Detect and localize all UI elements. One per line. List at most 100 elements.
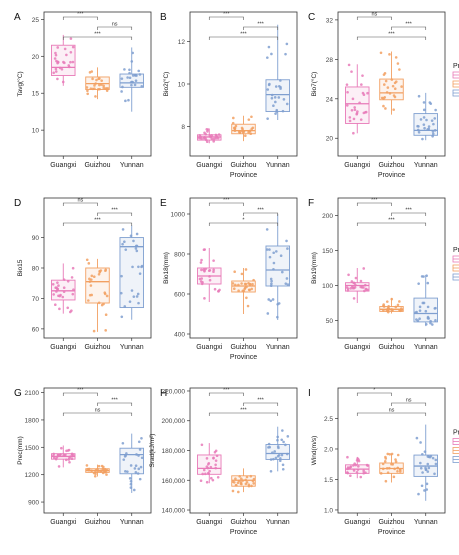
data-point [386,471,390,474]
significance-label: *** [388,32,395,38]
panel-E: E 400 600 800 1000 Bio18(mm) Guangxi Guizhou Yun… [160,198,298,361]
data-point [394,56,398,59]
data-point [207,462,210,466]
legend-title: Province [453,63,459,70]
y-tick-label: 2.5 [324,416,333,423]
data-point [134,470,138,474]
data-point [417,130,421,134]
y-tick-label: 900 [28,500,39,507]
significance-label: *** [371,198,378,204]
data-point [252,278,255,282]
y-tick-label: 20 [326,136,334,143]
significance-label: *** [257,208,264,214]
y-tick-label: 600 [174,292,185,299]
data-point [232,116,235,120]
data-point [91,77,94,81]
data-point [347,273,350,277]
data-point [136,472,140,475]
data-point [55,456,59,459]
data-point [415,318,418,321]
x-tick-label: Yunnan [414,162,438,169]
data-point [385,467,389,470]
data-point [352,281,356,285]
significance-bracket [62,392,98,396]
panel-letter: I [308,388,311,399]
significance-bracket [356,16,392,20]
y-tick-label: 90 [32,235,40,242]
y-axis-label: Srad(kJ/m²) [149,434,156,468]
data-point [382,309,385,312]
data-point [208,269,212,272]
data-point [124,470,127,473]
data-point [238,479,241,483]
data-point [279,457,282,460]
data-point [128,477,132,480]
data-point [70,457,74,461]
data-point [245,296,248,300]
data-point [266,312,270,315]
data-point [135,232,139,236]
data-point [384,455,387,459]
data-point [274,85,278,88]
panel-C: C 20 24 28 32 Bio7(°C) Guangxi Guizhou Yunnan Pro… [308,12,459,179]
data-point [93,474,97,478]
data-point [202,248,206,252]
data-point [86,89,89,93]
data-point [415,310,418,314]
data-point [282,98,286,101]
data-point [137,454,140,457]
data-point [87,467,91,471]
data-point [132,295,136,298]
data-point [392,108,395,111]
data-point [231,489,235,493]
data-point [428,455,432,459]
data-point [86,92,89,96]
data-point [425,482,429,486]
data-point [53,57,57,60]
data-point [62,290,66,294]
data-point [382,305,386,308]
data-point [135,295,139,298]
data-point [105,473,108,476]
significance-label: ns [371,12,377,18]
significance-bracket [208,222,279,226]
data-point [57,465,61,468]
significance-bracket [391,402,427,406]
panel-letter: A [14,12,21,23]
panel-G: G 900 1200 1500 1800 2100 Prec(mm) Guangxi Guizh… [14,388,152,526]
data-point [348,119,352,123]
x-tick-label: Yunnan [414,344,438,351]
data-point [392,475,396,479]
data-point [429,102,433,105]
box-guangxi [345,282,370,292]
data-point [285,102,289,106]
data-point [419,461,422,465]
data-point [58,307,61,311]
data-point [396,303,400,307]
data-point [204,132,208,136]
data-point [60,446,63,450]
data-point [140,437,143,440]
data-point [252,477,256,481]
data-point [120,274,123,278]
significance-label: ns [77,198,83,204]
data-point [135,453,138,456]
x-tick-label: Yunnan [266,519,290,526]
data-point [422,275,425,278]
data-point [58,66,62,70]
significance-bracket [62,412,133,416]
data-point [279,87,282,90]
data-point [424,322,428,326]
data-point [360,83,363,86]
data-point [362,267,366,270]
data-point [396,470,399,473]
data-point [244,268,248,271]
data-point [72,288,75,291]
data-point [100,79,103,82]
y-tick-label: 1.0 [324,507,333,514]
data-point [136,292,140,296]
y-tick-label: 1500 [25,445,40,452]
data-point [54,303,57,307]
y-tick-label: 1.5 [324,477,333,484]
data-point [345,471,349,474]
